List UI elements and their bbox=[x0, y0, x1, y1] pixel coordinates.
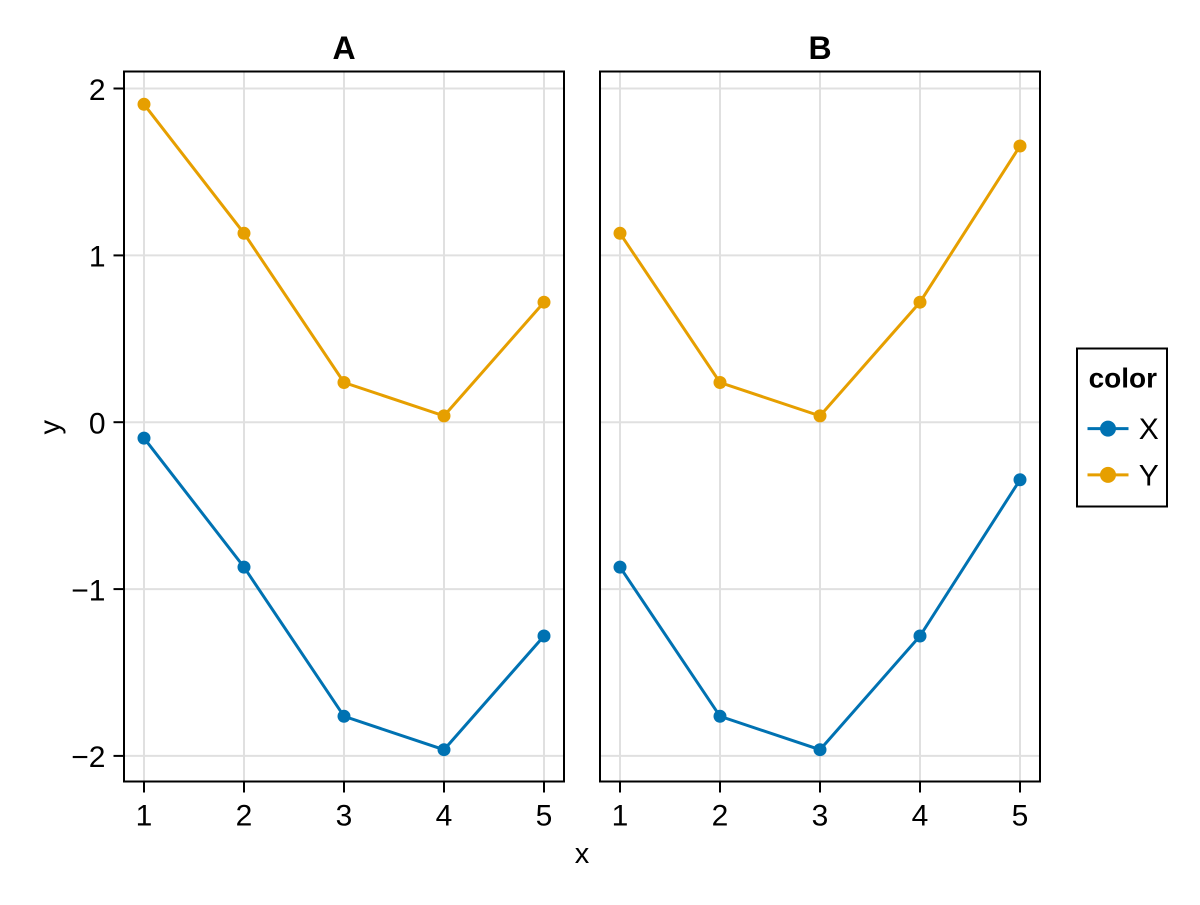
svg-text:4: 4 bbox=[912, 800, 929, 833]
svg-text:Y: Y bbox=[1139, 459, 1159, 492]
svg-text:x: x bbox=[575, 838, 590, 870]
svg-text:−2: −2 bbox=[71, 741, 105, 774]
svg-text:B: B bbox=[808, 30, 831, 66]
svg-text:3: 3 bbox=[336, 800, 353, 833]
svg-text:5: 5 bbox=[536, 800, 553, 833]
svg-text:3: 3 bbox=[812, 800, 829, 833]
svg-text:1: 1 bbox=[612, 800, 629, 833]
svg-text:5: 5 bbox=[1012, 800, 1029, 833]
svg-text:4: 4 bbox=[436, 800, 453, 833]
svg-text:color: color bbox=[1089, 363, 1158, 394]
svg-text:1: 1 bbox=[136, 800, 153, 833]
svg-text:A: A bbox=[332, 30, 355, 66]
svg-text:1: 1 bbox=[89, 241, 106, 274]
svg-text:0: 0 bbox=[89, 408, 106, 441]
svg-text:y: y bbox=[35, 420, 67, 435]
svg-text:2: 2 bbox=[236, 800, 253, 833]
svg-text:2: 2 bbox=[89, 74, 106, 107]
svg-text:X: X bbox=[1139, 413, 1159, 446]
svg-text:−1: −1 bbox=[71, 574, 105, 607]
svg-text:2: 2 bbox=[712, 800, 729, 833]
